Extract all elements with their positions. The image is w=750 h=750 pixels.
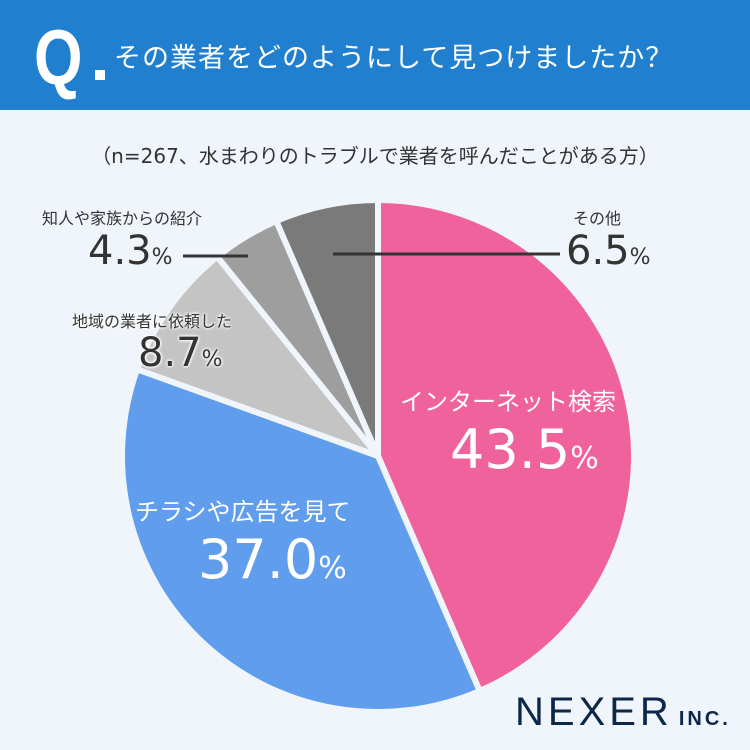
label-flyer: チラシや広告を見て [135,498,351,526]
header-banner: Q その業者をどのようにして見つけましたか？ [0,0,750,110]
value-flyer: 37.0% [198,528,347,591]
value-referral: 4.3% [88,228,173,274]
label-internet: インターネット検索 [400,388,616,416]
pie-slice-2 [134,253,381,459]
nexer-logo: NEXER INC. [515,690,731,734]
label-referral: 知人や家族からの紹介 [42,209,203,228]
pie-slice-1 [119,366,483,715]
sample-note: （n=267、水まわりのトラブルで業者を呼んだことがある方） [91,144,659,168]
label-local: 地域の業者に依頼した [72,312,233,331]
label-other: その他 [573,209,622,228]
pie-slice-0 [375,197,637,694]
q-mark: Q [34,13,83,101]
value-other: 6.5% [566,228,651,274]
question-title: その業者をどのようにして見つけましたか？ [114,43,674,74]
pie-slice-4 [273,197,381,459]
value-local: 8.7% [138,330,223,376]
value-internet: 43.5% [450,418,599,481]
q-dot [95,70,105,80]
